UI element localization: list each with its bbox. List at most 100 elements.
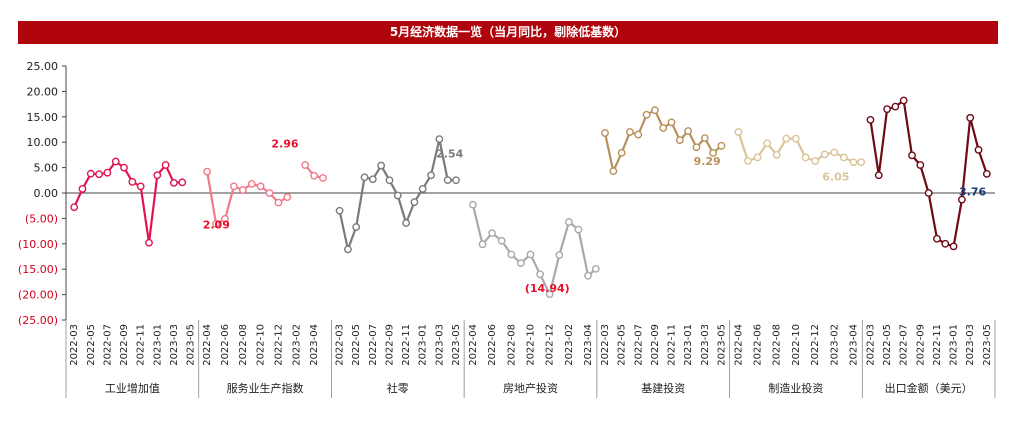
chart-title: 5月经济数据一览（当月同比，剔除低基数） xyxy=(18,21,998,44)
data-point xyxy=(310,171,318,180)
data-point xyxy=(70,203,79,212)
x-tick-label: 2022-09 xyxy=(384,324,395,366)
x-tick-label: 2022-05 xyxy=(86,324,97,366)
data-point xyxy=(626,128,634,136)
x-tick-label: 2022-10 xyxy=(256,324,267,366)
x-tick-label: 2023-02 xyxy=(564,324,575,366)
x-tick-label: 2022-08 xyxy=(772,324,783,366)
x-tick-label: 2022-11 xyxy=(401,324,412,366)
x-tick-label: 2022-06 xyxy=(753,324,764,366)
data-point xyxy=(170,178,178,187)
data-point xyxy=(792,134,800,143)
x-tick-label: 2023-05 xyxy=(982,324,993,366)
data-point xyxy=(651,106,659,115)
x-tick-label: 2022-05 xyxy=(351,324,362,366)
data-point xyxy=(221,215,229,223)
x-tick-label: 2022-07 xyxy=(102,324,113,366)
x-tick-label: 2022-08 xyxy=(506,324,517,366)
x-tick-label: 2022-11 xyxy=(932,324,943,366)
x-tick-label: 2023-01 xyxy=(152,324,163,366)
x-tick-label: 2023-02 xyxy=(291,324,302,366)
x-tick-label: 2023-05 xyxy=(451,324,462,366)
x-tick-label: 2023-01 xyxy=(949,324,960,366)
group-label: 基建投资 xyxy=(641,381,685,395)
data-point xyxy=(78,185,87,193)
data-point xyxy=(675,136,684,145)
data-point xyxy=(667,118,676,127)
data-point xyxy=(866,115,875,124)
y-tick-label: 20.00 xyxy=(27,85,59,98)
y-tick-label: 25.00 xyxy=(27,60,59,73)
data-point xyxy=(801,153,810,162)
data-point xyxy=(974,145,983,154)
data-point xyxy=(772,150,781,159)
y-tick-label: 5.00 xyxy=(34,162,59,175)
data-point xyxy=(212,220,220,228)
data-point xyxy=(478,240,487,249)
data-point xyxy=(103,168,112,177)
data-point xyxy=(536,270,544,279)
x-tick-label: 2022-07 xyxy=(633,324,644,366)
data-point xyxy=(178,178,187,187)
data-point xyxy=(111,157,120,166)
data-point xyxy=(488,229,497,238)
y-tick-label: (10.00) xyxy=(18,238,58,251)
x-tick-label: 2023-01 xyxy=(418,324,429,366)
data-label: 6.05 xyxy=(822,170,849,183)
data-point xyxy=(591,264,600,273)
data-point xyxy=(238,186,247,194)
data-point xyxy=(274,198,283,207)
x-tick-label: 2023-04 xyxy=(309,324,320,366)
y-tick-label: 0.00 xyxy=(34,187,59,200)
data-point xyxy=(153,171,162,180)
data-point xyxy=(839,153,848,162)
data-point xyxy=(435,135,444,144)
x-tick-label: 2022-06 xyxy=(487,324,498,366)
group-label: 制造业投资 xyxy=(768,381,823,395)
data-point xyxy=(584,271,592,280)
data-point xyxy=(95,170,104,179)
data-label: 2.54 xyxy=(436,147,463,160)
data-point xyxy=(128,177,137,186)
x-tick-label: 2022-05 xyxy=(882,324,893,366)
x-tick-label: 2022-07 xyxy=(899,324,910,366)
data-point xyxy=(497,236,506,245)
x-tick-label: 2022-05 xyxy=(617,324,628,366)
data-point xyxy=(564,218,573,226)
group-label: 房地产投资 xyxy=(503,381,558,395)
data-label: 2.96 xyxy=(271,137,298,150)
data-point xyxy=(916,161,925,169)
data-point xyxy=(634,130,643,139)
data-point xyxy=(924,189,933,197)
x-tick-label: 2022-11 xyxy=(667,324,678,366)
data-point xyxy=(958,195,966,204)
data-point xyxy=(949,242,958,251)
x-tick-label: 2022-12 xyxy=(545,324,556,366)
y-tick-label: (15.00) xyxy=(18,263,58,276)
data-point xyxy=(642,110,651,119)
data-point xyxy=(692,143,701,152)
x-tick-label: 2022-12 xyxy=(810,324,821,366)
y-tick-label: (20.00) xyxy=(18,289,58,302)
x-tick-label: 2022-04 xyxy=(468,324,479,366)
series-line xyxy=(471,204,597,296)
data-point xyxy=(360,173,369,182)
data-point xyxy=(574,225,583,234)
data-point xyxy=(145,238,153,247)
data-label: 9.29 xyxy=(694,155,721,168)
x-tick-label: 2022-12 xyxy=(273,324,284,366)
data-point xyxy=(709,148,717,157)
data-point xyxy=(982,169,991,178)
data-point xyxy=(609,167,618,176)
data-point xyxy=(684,127,693,135)
x-tick-label: 2022-10 xyxy=(791,324,802,366)
data-point xyxy=(352,223,361,231)
data-point xyxy=(507,250,516,259)
x-tick-label: 2023-03 xyxy=(700,324,711,366)
data-point xyxy=(469,200,477,209)
data-point xyxy=(601,129,609,137)
data-point xyxy=(782,134,791,143)
data-point xyxy=(700,134,709,143)
data-point xyxy=(763,139,772,148)
data-point xyxy=(883,105,891,114)
